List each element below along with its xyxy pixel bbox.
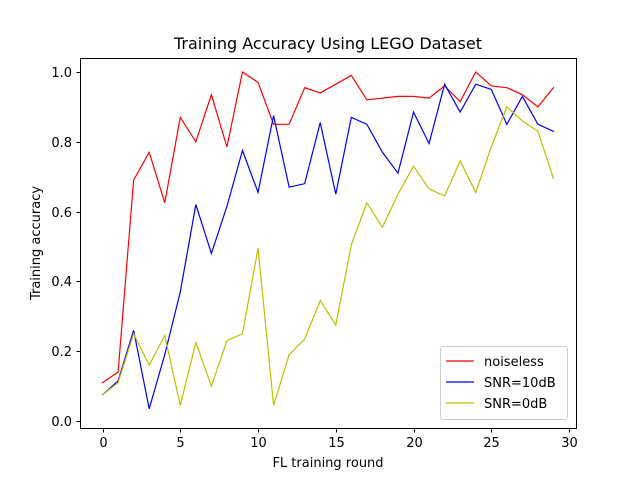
legend-label: SNR=0dB (484, 397, 547, 412)
legend: noiseless SNR=10dB SNR=0dB (440, 346, 568, 420)
y-tick-label: 0.4 (51, 275, 72, 290)
axis-ticks: 0 5 10 15 20 25 30 0.0 0.2 0.4 0.6 0.8 1.0 (51, 66, 577, 451)
series-line-snr-0db (101, 105, 555, 406)
x-tick-label: 30 (561, 436, 578, 451)
x-tick-label: 15 (328, 436, 345, 451)
legend-label: SNR=10dB (484, 376, 556, 391)
y-tick-label: 0.2 (51, 345, 72, 360)
y-axis-title: Training accuracy (29, 186, 44, 301)
series-line-snr-10db (101, 82, 555, 409)
y-tick-label: 0.6 (51, 206, 72, 221)
x-tick-label: 10 (250, 436, 267, 451)
x-tick-label: 20 (406, 436, 423, 451)
x-tick-label: 0 (99, 436, 107, 451)
series-line-noiseless (101, 70, 555, 384)
x-tick-label: 25 (483, 436, 500, 451)
legend-label: noiseless (484, 355, 544, 370)
y-tick-label: 0.0 (51, 415, 72, 430)
chart-title: Training Accuracy Using LEGO Dataset (173, 34, 482, 53)
plot-area (101, 70, 555, 409)
y-tick-label: 0.8 (51, 136, 72, 151)
y-tick-label: 1.0 (51, 66, 72, 81)
legend-box (440, 346, 568, 420)
x-tick-label: 5 (176, 436, 184, 451)
x-axis-title: FL training round (272, 456, 383, 471)
plot-frame (80, 58, 577, 429)
